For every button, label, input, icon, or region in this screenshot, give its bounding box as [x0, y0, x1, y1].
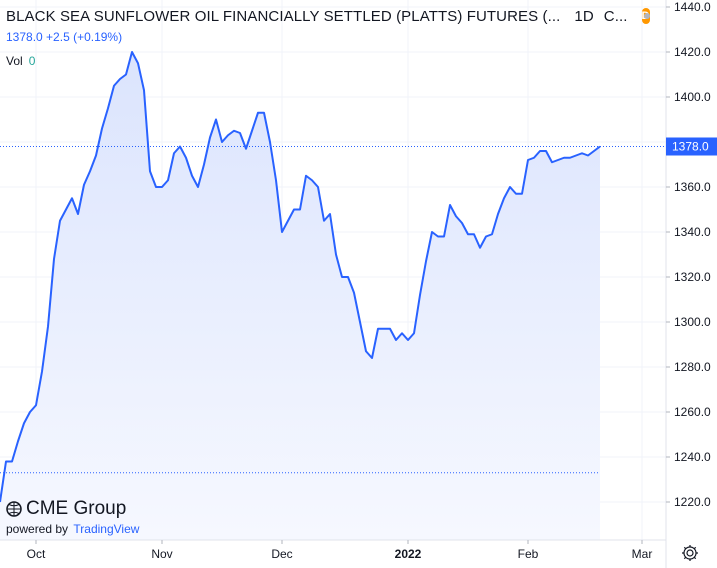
- y-tick-label: 1260.0: [674, 405, 711, 419]
- last-price: 1378.0: [6, 30, 43, 44]
- y-tick-label: 1300.0: [674, 315, 711, 329]
- exchange-label: C...: [603, 7, 628, 25]
- y-tick-label: 1280.0: [674, 360, 711, 374]
- y-tick-label: 1420.0: [674, 45, 711, 59]
- price-area-fill: [0, 52, 600, 540]
- symbol-title[interactable]: BLACK SEA SUNFLOWER OIL FINANCIALLY SETT…: [6, 7, 561, 25]
- y-tick-label: 1320.0: [674, 270, 711, 284]
- time-axis[interactable]: Oct Nov Dec 2022 Feb Mar: [27, 540, 653, 561]
- x-tick-label: Feb: [518, 547, 539, 561]
- volume-readout: Vol 0: [6, 54, 606, 68]
- y-tick-label: 1440.0: [674, 0, 711, 14]
- settings-gear-icon[interactable]: [680, 543, 700, 563]
- price-axis[interactable]: 1220.0 1240.0 1260.0 1280.0 1300.0 1320.0 1340…: [666, 0, 711, 509]
- price-readout: 1378.0 +2.5 (+0.19%): [6, 30, 606, 44]
- y-tick-label: 1240.0: [674, 450, 711, 464]
- y-tick-label: 1360.0: [674, 180, 711, 194]
- y-tick-label: 1340.0: [674, 225, 711, 239]
- y-tick-label: 1400.0: [674, 90, 711, 104]
- symbol-header: BLACK SEA SUNFLOWER OIL FINANCIALLY SETT…: [6, 6, 650, 68]
- cme-globe-icon: [6, 501, 22, 517]
- price-line: [0, 51, 601, 503]
- interval-label[interactable]: 1D: [574, 7, 594, 25]
- price-change: +2.5 (+0.19%): [46, 30, 123, 44]
- tradingview-link[interactable]: TradingView: [73, 522, 140, 536]
- x-tick-label: Dec: [271, 547, 292, 561]
- volume-label: Vol: [6, 54, 23, 68]
- x-tick-label: Mar: [632, 547, 653, 561]
- powered-by-text: powered by: [6, 522, 69, 536]
- x-tick-label: Nov: [151, 547, 172, 561]
- volume-value: 0: [28, 54, 36, 68]
- y-tick-label: 1220.0: [674, 495, 711, 509]
- cme-group-logo[interactable]: CME Group powered by TradingView: [6, 498, 139, 536]
- cme-group-name: CME Group: [26, 498, 127, 519]
- last-price-label-text: 1378.0: [672, 140, 709, 154]
- x-tick-label: 2022: [395, 547, 422, 561]
- last-price-label: 1378.0: [666, 137, 717, 156]
- x-tick-label: Oct: [27, 547, 46, 561]
